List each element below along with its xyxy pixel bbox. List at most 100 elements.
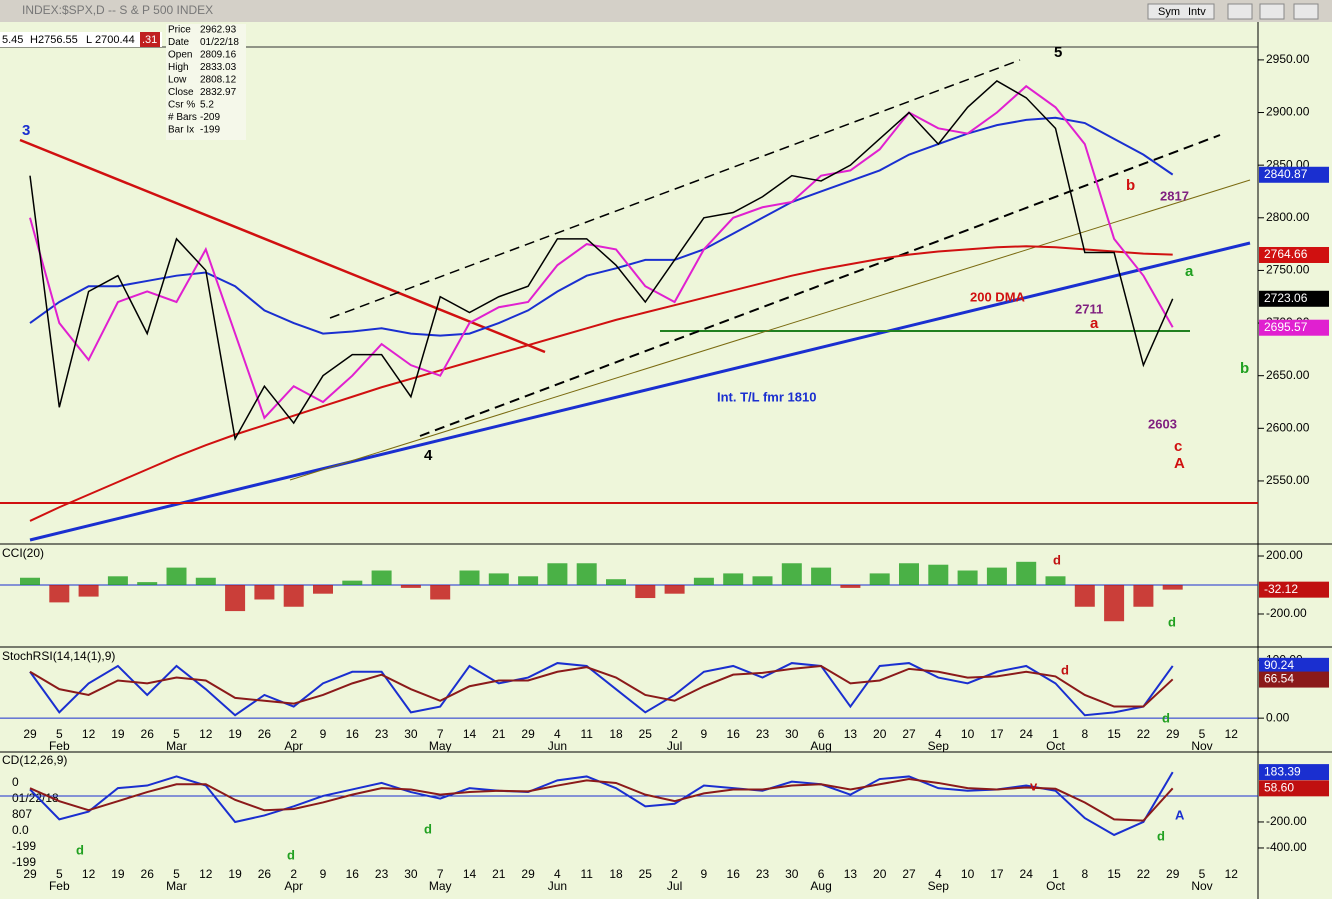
value-badge: [1259, 657, 1329, 674]
x-tick-label: 5: [56, 867, 63, 881]
annotation: 200 DMA: [970, 289, 1026, 304]
intv-button[interactable]: Intv: [1188, 6, 1206, 18]
annotation: d: [1157, 828, 1165, 843]
annotation: d: [1168, 614, 1176, 629]
bar: [225, 585, 246, 612]
bar: [957, 570, 978, 585]
series-line: [29, 664, 1174, 708]
bar: [693, 577, 714, 585]
x-tick-label: 6: [818, 867, 825, 881]
bar: [49, 585, 70, 603]
x-tick-label: 21: [492, 727, 506, 741]
info-value: -199: [200, 125, 220, 136]
x-tick-label: 1: [1052, 867, 1059, 881]
x-tick-label: 12: [82, 727, 96, 741]
bar: [400, 585, 421, 588]
month-label: May: [429, 879, 452, 893]
maximize[interactable]: [1259, 3, 1285, 20]
x-tick-label: 4: [935, 727, 942, 741]
x-tick-label: 12: [199, 727, 213, 741]
x-tick-label: 5: [56, 727, 63, 741]
value-badge-label: 90.24: [1264, 658, 1294, 672]
panel-label: CCI(20): [2, 546, 44, 560]
quote-item: 2700.44: [95, 34, 135, 46]
sym-button[interactable]: Sym: [1158, 6, 1180, 18]
quote-item: 2756.55: [38, 34, 78, 46]
x-tick-label: 6: [818, 727, 825, 741]
info-key: Price: [168, 25, 191, 36]
annotation: Int. T/L fmr 1810: [717, 389, 816, 404]
bar: [283, 585, 304, 607]
close[interactable]: [1293, 3, 1319, 20]
y-tick-label: -400.00: [1266, 840, 1307, 854]
bar: [20, 577, 40, 585]
bar: [137, 582, 158, 585]
bar: [781, 563, 802, 585]
annotation: A: [1175, 807, 1185, 822]
series-line: [29, 80, 1174, 442]
minimize[interactable]: [1227, 3, 1253, 20]
x-tick-label: 27: [902, 867, 916, 881]
annotation: 2603: [1148, 416, 1177, 431]
info-value: 2808.12: [200, 75, 237, 86]
info-key: High: [168, 62, 189, 73]
annotation: 4: [424, 447, 433, 464]
bar: [78, 585, 99, 597]
value-badge: [1259, 166, 1329, 183]
y-tick-label: 2550.00: [1266, 473, 1310, 487]
quote-item: L: [86, 34, 92, 46]
panel-label: StochRSI(14,14(1),9): [2, 649, 115, 663]
quote-item: .31: [142, 34, 157, 46]
info-key: Low: [168, 75, 187, 86]
bar: [488, 573, 509, 585]
x-tick-label: 26: [141, 867, 155, 881]
x-tick-label: 18: [609, 727, 623, 741]
bar: [313, 585, 333, 594]
x-tick-label: 2: [671, 867, 678, 881]
x-tick-label: 18: [609, 867, 623, 881]
bar: [195, 577, 216, 585]
y-tick-label: 2950.00: [1266, 52, 1310, 66]
value-badge: [1259, 581, 1329, 598]
x-tick-label: 9: [320, 867, 327, 881]
bar: [430, 585, 451, 600]
month-label: Apr: [284, 739, 303, 753]
x-tick-label: 30: [785, 727, 799, 741]
x-tick-label: 14: [463, 867, 477, 881]
bar: [166, 567, 187, 585]
x-tick-label: 15: [1107, 867, 1121, 881]
x-tick-label: 5: [1199, 867, 1206, 881]
separators: [0, 22, 1332, 899]
month-label: Jun: [548, 739, 567, 753]
annotation: c: [1174, 438, 1182, 455]
info-key: Close: [168, 87, 194, 98]
annotation: d: [1061, 662, 1069, 677]
x-tick-label: 15: [1107, 727, 1121, 741]
value-badge-label: 2840.87: [1264, 167, 1308, 181]
x-tick-label: 25: [639, 867, 653, 881]
x-tick-label: 23: [375, 727, 389, 741]
annotation: v: [1030, 778, 1038, 793]
bar: [635, 585, 656, 599]
info-key: Open: [168, 50, 192, 61]
x-tick-label: 23: [756, 867, 770, 881]
bar: [254, 585, 275, 600]
info-value: -209: [200, 112, 220, 123]
x-tick-label: 10: [961, 867, 975, 881]
x-tick-label: 13: [844, 727, 858, 741]
x-tick-label: 11: [580, 867, 593, 881]
x-tick-label: 17: [990, 727, 1004, 741]
x-tick-label: 24: [1020, 867, 1034, 881]
bar: [869, 573, 890, 585]
month-label: Mar: [166, 879, 187, 893]
info-value: 2833.03: [200, 62, 237, 73]
y-tick-label: -200.00: [1266, 606, 1307, 620]
x-tick-label: 9: [701, 867, 708, 881]
x-tick-label: 5: [1199, 727, 1206, 741]
x-tick-label: 20: [873, 727, 887, 741]
bar: [664, 585, 685, 594]
info-value: 2962.93: [200, 25, 237, 36]
toolbar[interactable]: [1147, 3, 1215, 20]
month-label: Aug: [810, 739, 831, 753]
x-tick-label: 17: [990, 867, 1004, 881]
